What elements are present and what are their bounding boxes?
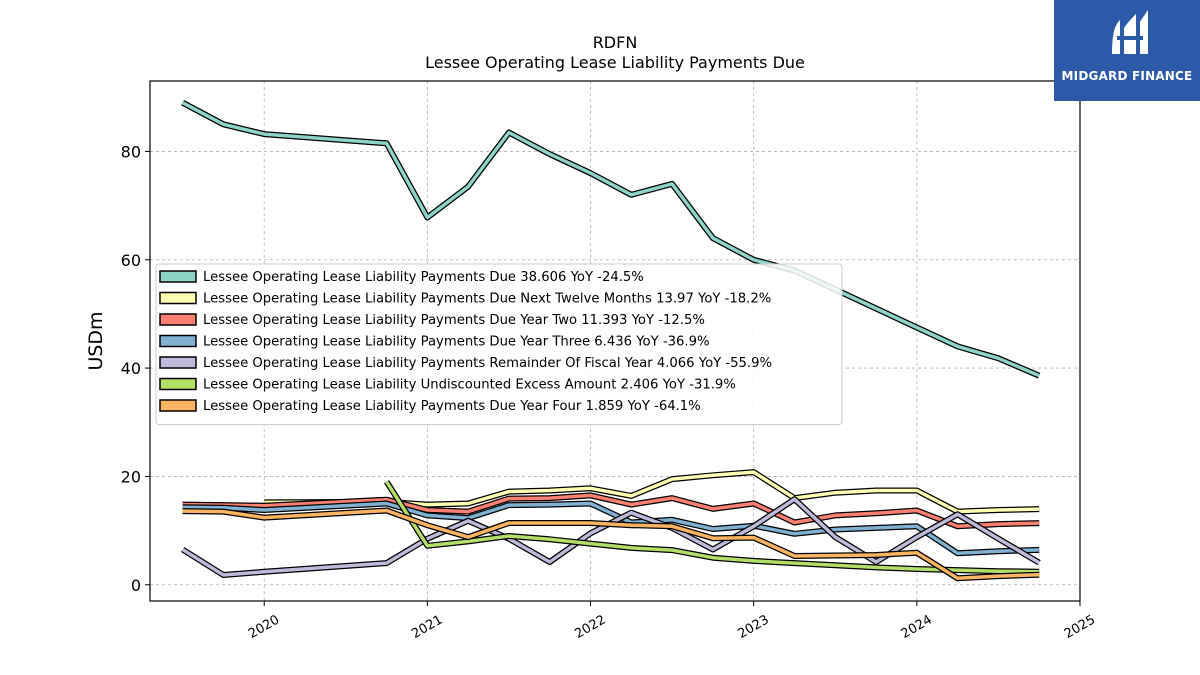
legend-label: Lessee Operating Lease Liability Payment… [203, 292, 771, 307]
legend-swatch [159, 313, 197, 326]
y-tick-label: 0 [131, 576, 141, 595]
series-0 [181, 100, 1041, 379]
series-6 [182, 507, 1040, 582]
legend-swatch [159, 399, 197, 412]
chart-title: RDFN Lessee Operating Lease Liability Pa… [425, 33, 805, 72]
legend-item: Lessee Operating Lease Liability Payment… [159, 356, 772, 371]
series-line [181, 101, 1040, 378]
plot-frame [149, 80, 1081, 602]
brand-mark-icon [1112, 10, 1148, 54]
brand-name: MIDGARD FINANCE [1061, 69, 1193, 83]
x-tick-label: 2023 [736, 612, 772, 642]
legend-label: Lessee Operating Lease Liability Payment… [203, 313, 705, 328]
legend-item: Lessee Operating Lease Liability Payment… [159, 399, 701, 414]
y-tick-label: 40 [121, 359, 141, 378]
plot-lines [181, 100, 1041, 582]
series-1 [264, 469, 1040, 515]
brand-logo: MIDGARD FINANCE [1054, 0, 1200, 101]
x-tick-label: 2025 [1062, 612, 1098, 642]
chart-ticker: RDFN [593, 33, 638, 52]
x-tick-label: 2021 [409, 612, 445, 642]
series-line [182, 493, 1040, 529]
legend-box [155, 263, 843, 425]
legend-swatch [159, 356, 197, 369]
legend-item: Lessee Operating Lease Liability Undisco… [159, 377, 736, 393]
series-line [182, 508, 1040, 581]
legend-swatch [159, 334, 197, 348]
legend-label: Lessee Operating Lease Liability Undisco… [203, 378, 736, 393]
series-line [264, 470, 1040, 514]
legend-item: Lessee Operating Lease Liability Payment… [159, 291, 771, 307]
y-tick-label: 60 [121, 251, 141, 270]
y-axis-label: USDm [85, 311, 107, 370]
legend-label: Lessee Operating Lease Liability Payment… [203, 335, 710, 350]
chart-title-text: Lessee Operating Lease Liability Payment… [425, 53, 805, 72]
legend-swatch [159, 291, 197, 305]
series-4 [181, 496, 1041, 578]
legend-item: Lessee Operating Lease Liability Payment… [159, 270, 644, 285]
x-tick-label: 2022 [572, 612, 608, 642]
legend-label: Lessee Operating Lease Liability Payment… [203, 356, 772, 371]
legend-swatch [159, 377, 197, 391]
x-tick-label: 2024 [899, 612, 935, 642]
series-line [181, 497, 1041, 577]
y-tick-label: 20 [121, 467, 141, 486]
series-5 [384, 480, 1040, 575]
y-axis: 0 20 40 60 80 [121, 142, 150, 595]
legend-item: Lessee Operating Lease Liability Payment… [159, 313, 705, 328]
series-line [385, 480, 1040, 574]
legend-label: Lessee Operating Lease Liability Payment… [203, 399, 701, 414]
x-tick-label: 2020 [246, 612, 282, 642]
x-axis: 2020 2021 2022 2023 2024 2025 [246, 601, 1098, 642]
legend-swatch [159, 270, 197, 283]
legend: Lessee Operating Lease Liability Payment… [155, 263, 843, 425]
legend-label: Lessee Operating Lease Liability Payment… [203, 270, 644, 285]
y-tick-label: 80 [121, 142, 141, 161]
legend-item: Lessee Operating Lease Liability Payment… [159, 334, 710, 350]
series-2 [182, 492, 1040, 530]
